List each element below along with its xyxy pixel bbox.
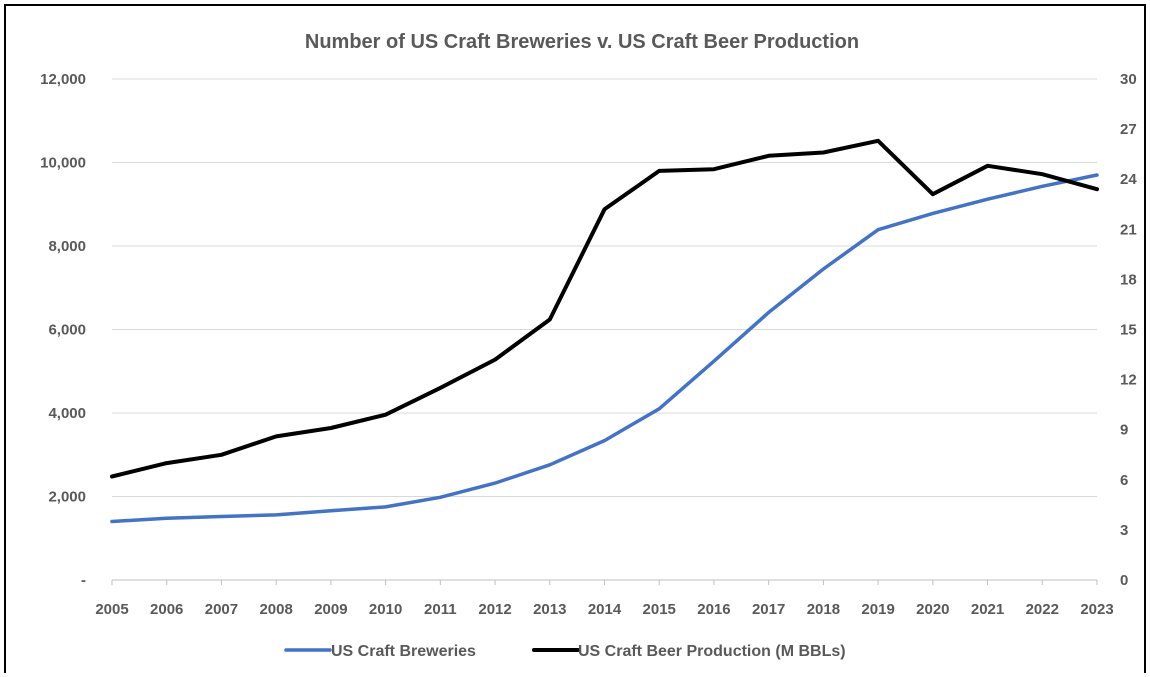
chart-title: Number of US Craft Breweries v. US Craft… <box>305 31 859 53</box>
series-line-1 <box>110 173 1099 524</box>
right-tick-label: 0 <box>1120 572 1128 589</box>
right-tick-label: 24 <box>1120 171 1137 188</box>
x-tick-label: 2014 <box>588 601 622 618</box>
left-tick-label: 8,000 <box>48 238 86 255</box>
right-tick-label: 12 <box>1120 372 1137 389</box>
left-tick-label: 10,000 <box>40 155 86 172</box>
series-line-2 <box>110 138 1099 479</box>
x-tick-label: 2012 <box>478 601 511 618</box>
right-tick-label: 30 <box>1120 71 1137 88</box>
x-tick-label: 2022 <box>1026 601 1059 618</box>
legend-label-1: US Craft Breweries <box>331 643 476 660</box>
left-tick-label: 4,000 <box>48 405 86 422</box>
x-tick-label: 2011 <box>424 601 457 618</box>
right-tick-label: 9 <box>1120 422 1128 439</box>
left-tick-label: 6,000 <box>48 322 86 339</box>
right-tick-label: 18 <box>1120 271 1137 288</box>
right-tick-label: 27 <box>1120 121 1137 138</box>
x-tick-label: 2006 <box>150 601 183 618</box>
x-tick-label: 2023 <box>1080 601 1113 618</box>
left-tick-label: - <box>81 572 86 589</box>
chart-frame <box>4 4 1146 673</box>
x-tick-label: 2009 <box>314 601 347 618</box>
x-tick-label: 2021 <box>971 601 1004 618</box>
x-tick-label: 2007 <box>205 601 238 618</box>
left-tick-label: 2,000 <box>48 489 86 506</box>
x-tick-label: 2020 <box>916 601 949 618</box>
x-tick-label: 2010 <box>369 601 402 618</box>
left-tick-label: 12,000 <box>40 71 86 88</box>
legend-label-2: US Craft Beer Production (M BBLs) <box>578 643 846 660</box>
x-tick-label: 2019 <box>861 601 894 618</box>
x-tick-label: 2017 <box>752 601 785 618</box>
x-tick-label: 2015 <box>643 601 676 618</box>
right-tick-label: 15 <box>1120 322 1137 339</box>
x-tick-label: 2013 <box>533 601 566 618</box>
right-tick-label: 21 <box>1120 221 1137 238</box>
x-tick-label: 2008 <box>259 601 292 618</box>
x-tick-label: 2018 <box>807 601 840 618</box>
right-tick-label: 6 <box>1120 472 1128 489</box>
right-tick-label: 3 <box>1120 522 1128 539</box>
x-tick-label: 2016 <box>697 601 730 618</box>
x-tick-label: 2005 <box>95 601 128 618</box>
